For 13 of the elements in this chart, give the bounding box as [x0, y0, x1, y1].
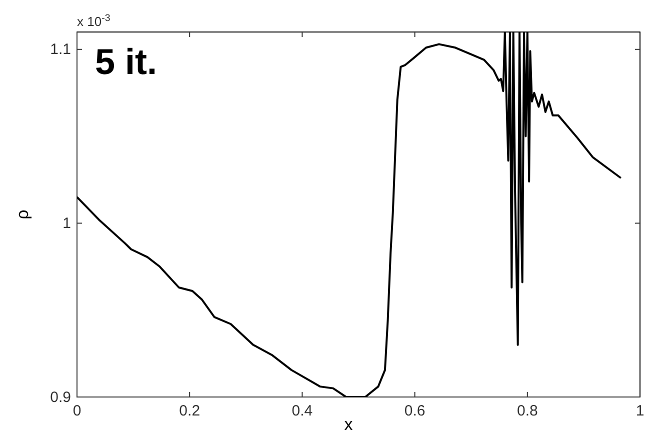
y-tick-label: 1.1: [50, 41, 71, 58]
x-tick-label: 0.6: [404, 402, 426, 420]
x-tick-label: 0.2: [179, 402, 200, 420]
x-axis-title: x: [344, 415, 354, 434]
x-tick-label: 0.4: [292, 402, 313, 420]
x-tick-label: 0.8: [516, 402, 538, 420]
text: x 10$^{-3}$: [77, 12, 110, 29]
annotation: 5 it.: [95, 41, 158, 82]
y-axis-title: ρ: [13, 210, 32, 220]
x-tick-label: 1: [636, 402, 644, 420]
y-tick-label: 0.9: [50, 388, 71, 406]
x-tick-label: 0: [72, 402, 82, 420]
y-tick-label: 1: [62, 214, 71, 232]
